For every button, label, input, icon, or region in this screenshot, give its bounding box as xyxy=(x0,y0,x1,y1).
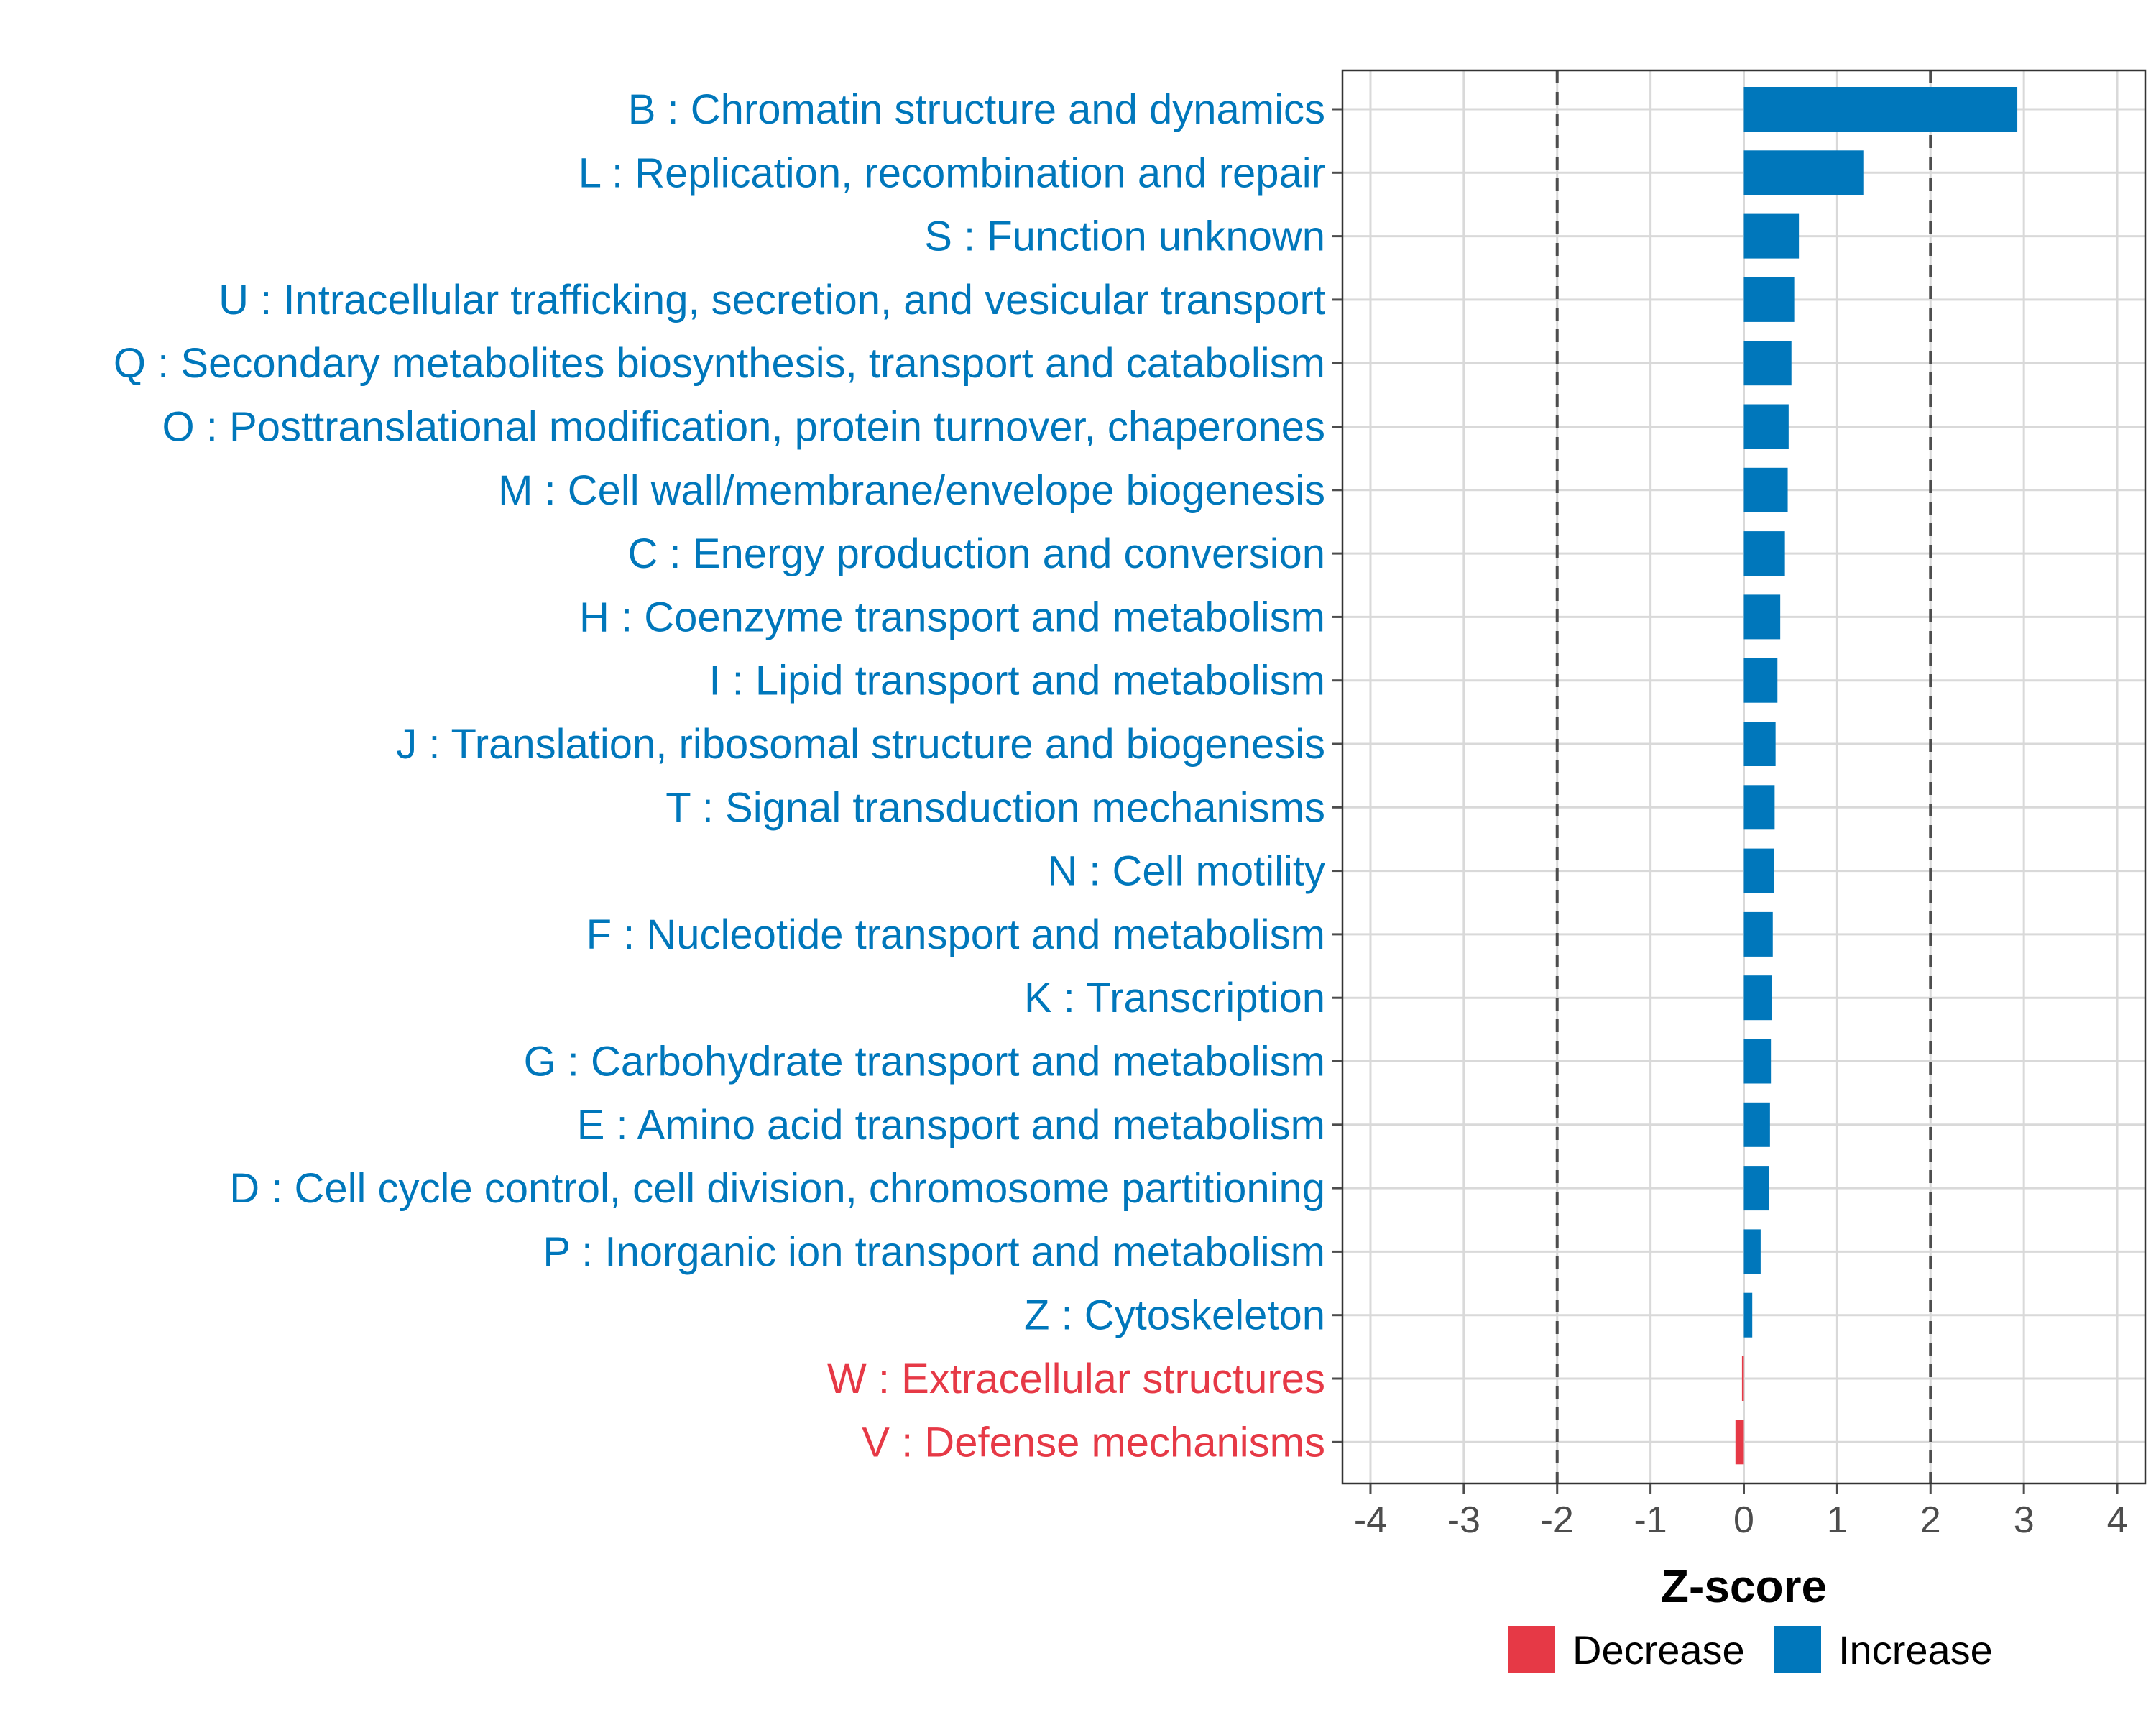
x-tick-label: 2 xyxy=(1920,1499,1941,1541)
bar xyxy=(1743,1166,1769,1211)
category-label: T : Signal transduction mechanisms xyxy=(665,784,1325,831)
category-label: W : Extracellular structures xyxy=(827,1356,1325,1402)
x-tick-label: 0 xyxy=(1733,1499,1754,1541)
bar xyxy=(1743,1292,1753,1338)
legend: Decrease Increase xyxy=(1508,1626,1993,1673)
category-label: L : Replication, recombination and repai… xyxy=(579,150,1325,196)
category-label: O : Posttranslational modification, prot… xyxy=(162,404,1325,451)
bar xyxy=(1743,277,1795,322)
bar xyxy=(1743,594,1781,640)
x-tick-label: 3 xyxy=(2014,1499,2035,1541)
x-tick-label: -1 xyxy=(1634,1499,1667,1541)
category-label: E : Amino acid transport and metabolism xyxy=(577,1102,1325,1149)
category-label: K : Transcription xyxy=(1024,975,1325,1021)
legend-label: Increase xyxy=(1838,1627,1993,1673)
bar xyxy=(1743,1039,1772,1084)
category-label: H : Coenzyme transport and metabolism xyxy=(579,594,1325,640)
legend-swatch xyxy=(1774,1626,1821,1673)
bar xyxy=(1743,531,1785,576)
bar xyxy=(1743,658,1778,703)
vertical-gridlines xyxy=(1369,70,2119,1484)
x-axis-tick-labels: -4 -3 -2 -1 0 1 2 3 4 xyxy=(1354,1499,2128,1541)
bar xyxy=(1743,1102,1770,1147)
bar xyxy=(1743,785,1775,830)
x-tick-label: -2 xyxy=(1541,1499,1574,1541)
bar xyxy=(1743,975,1772,1021)
x-axis-ticks xyxy=(1369,1484,2119,1494)
category-label: P : Inorganic ion transport and metaboli… xyxy=(543,1228,1325,1275)
category-label: Q : Secondary metabolites biosynthesis, … xyxy=(114,340,1325,387)
bar xyxy=(1743,341,1792,386)
category-label: U : Intracellular trafficking, secretion… xyxy=(218,277,1325,323)
category-label: F : Nucleotide transport and metabolism xyxy=(586,911,1325,958)
bar xyxy=(1741,1356,1744,1401)
category-label: J : Translation, ribosomal structure and… xyxy=(396,721,1325,768)
category-label: M : Cell wall/membrane/envelope biogenes… xyxy=(498,467,1325,514)
category-label: N : Cell motility xyxy=(1047,848,1325,895)
y-axis-ticks xyxy=(1332,108,1342,1443)
bar xyxy=(1743,213,1800,259)
x-tick-label: 4 xyxy=(2107,1499,2128,1541)
category-label: V : Defense mechanisms xyxy=(862,1419,1325,1466)
x-tick-label: 1 xyxy=(1827,1499,1848,1541)
bar xyxy=(1743,467,1788,512)
bar xyxy=(1743,404,1789,449)
category-labels: B : Chromatin structure and dynamics L : … xyxy=(114,86,1325,1466)
bar xyxy=(1743,848,1774,893)
category-label: I : Lipid transport and metabolism xyxy=(709,658,1325,704)
bar xyxy=(1743,722,1776,766)
bar xyxy=(1743,150,1864,196)
category-label: D : Cell cycle control, cell division, c… xyxy=(229,1165,1325,1212)
legend-label: Decrease xyxy=(1572,1627,1745,1673)
x-axis-title: Z-score xyxy=(1661,1560,1827,1612)
bar xyxy=(1743,87,2018,132)
x-tick-label: -4 xyxy=(1354,1499,1387,1541)
bar xyxy=(1735,1420,1744,1465)
category-label: S : Function unknown xyxy=(924,213,1325,260)
legend-swatch xyxy=(1508,1626,1555,1673)
x-tick-label: -3 xyxy=(1447,1499,1480,1541)
category-label: B : Chromatin structure and dynamics xyxy=(628,86,1325,133)
category-label: C : Energy production and conversion xyxy=(628,530,1325,577)
bar xyxy=(1743,911,1773,957)
bar xyxy=(1743,1229,1761,1274)
bars xyxy=(1735,87,2018,1465)
category-label: G : Carbohydrate transport and metabolis… xyxy=(524,1039,1325,1085)
category-label: Z : Cytoskeleton xyxy=(1024,1292,1325,1339)
